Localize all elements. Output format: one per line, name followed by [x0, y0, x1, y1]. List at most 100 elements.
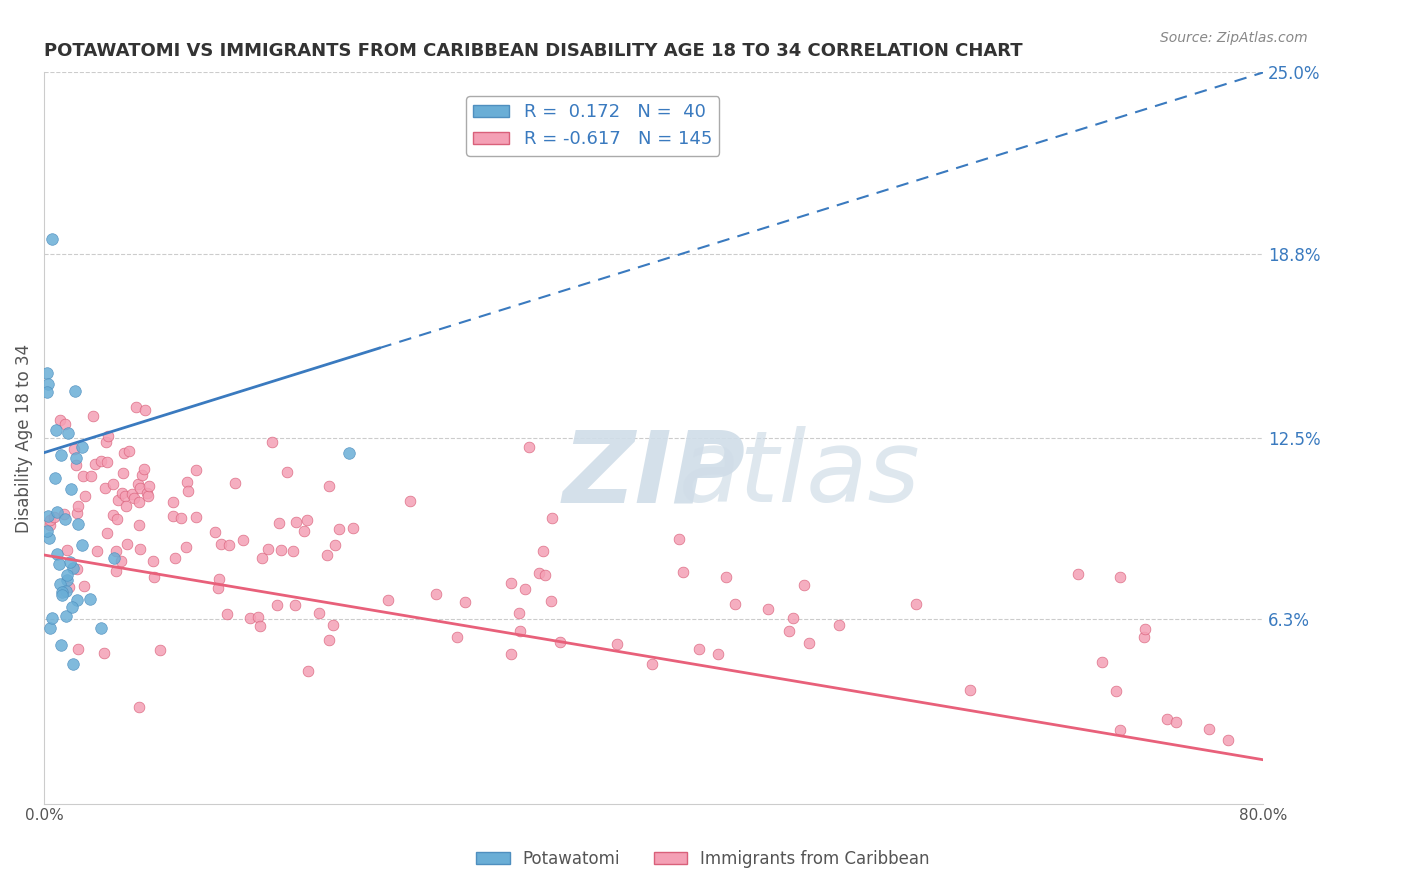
Point: [105, 544, 128, 558]
Point: [531, 544, 554, 558]
Point: [72, 469, 94, 483]
Point: [72, 440, 94, 454]
Point: [499, 648, 522, 662]
Point: [1105, 684, 1128, 698]
Text: atlas: atlas: [679, 426, 921, 523]
Point: [117, 537, 139, 551]
Point: [323, 538, 346, 552]
Point: [318, 633, 340, 648]
Point: [519, 441, 541, 455]
Point: [142, 553, 165, 567]
Point: [128, 518, 150, 533]
Point: [138, 479, 160, 493]
Point: [308, 607, 330, 621]
Point: [110, 554, 132, 568]
Point: [125, 400, 148, 414]
Point: [93, 646, 115, 660]
Point: [105, 512, 128, 526]
Point: [318, 479, 340, 493]
Point: [118, 444, 141, 458]
Point: [94, 435, 117, 450]
Point: [44, 471, 66, 485]
Point: [66, 506, 89, 520]
Point: [66, 593, 89, 607]
Point: [112, 466, 135, 480]
Point: [58, 580, 80, 594]
Point: [59, 482, 82, 496]
Point: [37, 366, 59, 380]
Point: [94, 481, 117, 495]
Point: [398, 494, 420, 508]
Point: [65, 450, 87, 465]
Point: [224, 475, 246, 490]
Point: [959, 682, 981, 697]
Point: [48, 413, 70, 427]
Point: [262, 434, 284, 449]
Point: [39, 620, 62, 634]
Point: [121, 487, 143, 501]
Point: [46, 547, 69, 561]
Point: [905, 597, 928, 611]
Point: [1091, 655, 1114, 669]
Point: [142, 570, 165, 584]
Point: [315, 548, 337, 562]
Point: [101, 508, 124, 522]
Point: [67, 499, 90, 513]
Point: [38, 531, 60, 545]
Point: [232, 533, 254, 547]
Text: ZIP: ZIP: [562, 426, 745, 523]
Point: [322, 617, 344, 632]
Point: [170, 511, 193, 525]
Point: [204, 525, 226, 540]
Point: [131, 467, 153, 482]
Point: [706, 647, 728, 661]
Point: [104, 564, 127, 578]
Point: [53, 507, 76, 521]
Point: [246, 609, 269, 624]
Point: [540, 594, 562, 608]
Point: [127, 477, 149, 491]
Point: [129, 482, 152, 496]
Point: [56, 543, 79, 558]
Point: [73, 579, 96, 593]
Point: [56, 573, 79, 587]
Point: [51, 588, 73, 602]
Point: [688, 641, 710, 656]
Text: POTAWATOMI VS IMMIGRANTS FROM CARIBBEAN DISABILITY AGE 18 TO 34 CORRELATION CHAR: POTAWATOMI VS IMMIGRANTS FROM CARIBBEAN …: [44, 42, 1022, 60]
Point: [134, 403, 156, 417]
Point: [176, 475, 198, 489]
Point: [82, 409, 104, 423]
Point: [66, 517, 89, 532]
Point: [509, 624, 531, 638]
Point: [186, 510, 208, 524]
Point: [55, 608, 77, 623]
Point: [59, 555, 82, 569]
Point: [724, 597, 747, 611]
Point: [90, 454, 112, 468]
Point: [41, 232, 63, 246]
Point: [162, 509, 184, 524]
Point: [270, 543, 292, 558]
Point: [65, 458, 87, 473]
Point: [208, 572, 231, 586]
Point: [207, 581, 229, 595]
Point: [501, 576, 523, 591]
Point: [66, 642, 89, 657]
Point: [297, 513, 319, 527]
Point: [90, 621, 112, 635]
Point: [66, 561, 89, 575]
Point: [42, 509, 65, 524]
Point: [53, 417, 76, 432]
Point: [46, 506, 69, 520]
Point: [135, 485, 157, 500]
Point: [1218, 732, 1240, 747]
Point: [1066, 566, 1088, 581]
Point: [269, 516, 291, 531]
Point: [107, 493, 129, 508]
Point: [425, 587, 447, 601]
Point: [215, 607, 238, 621]
Point: [174, 540, 197, 554]
Point: [56, 567, 79, 582]
Point: [49, 638, 72, 652]
Point: [62, 561, 84, 575]
